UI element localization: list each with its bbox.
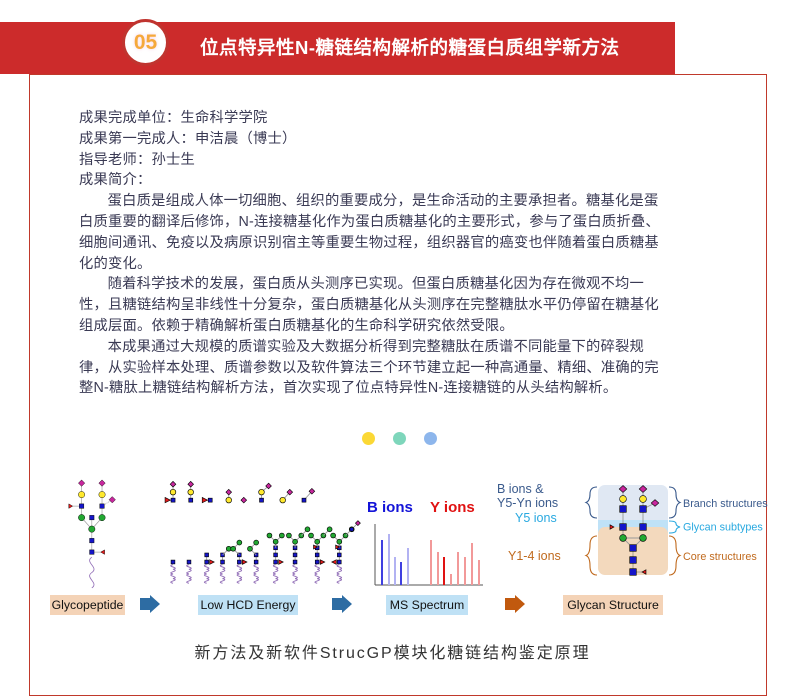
svg-text:Core structures: Core structures <box>683 551 757 563</box>
svg-text:Y5 ions: Y5 ions <box>515 511 557 525</box>
svg-text:Y ions: Y ions <box>430 499 475 516</box>
svg-text:Y1-4 ions: Y1-4 ions <box>508 549 561 563</box>
svg-text:B ions: B ions <box>367 499 413 516</box>
svg-text:Glycan subtypes: Glycan subtypes <box>683 522 763 534</box>
svg-text:Branch structures: Branch structures <box>683 498 768 510</box>
svg-text:Y5-Yn ions: Y5-Yn ions <box>497 496 558 510</box>
svg-text:B ions &: B ions & <box>497 482 544 496</box>
